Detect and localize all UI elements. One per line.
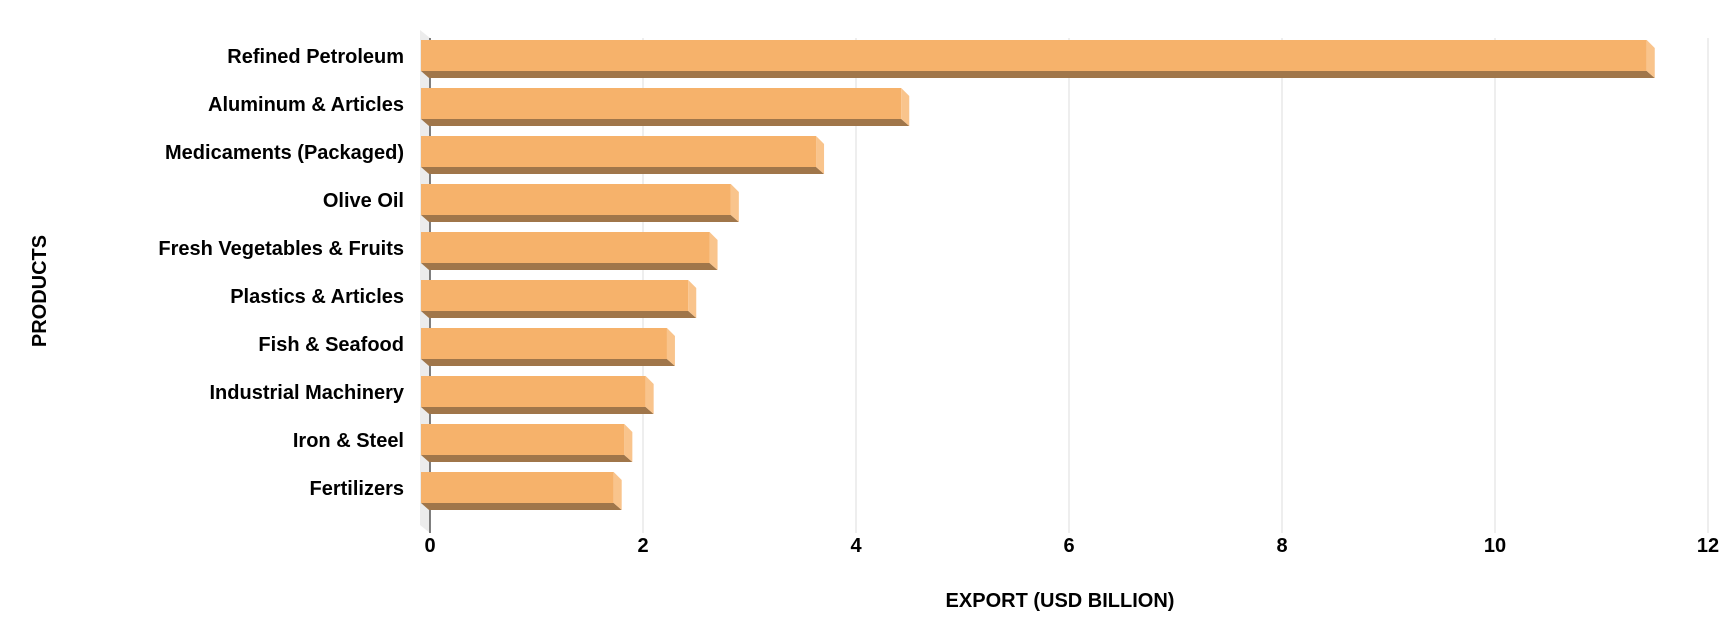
bar-side	[613, 472, 622, 510]
x-tick-label: 12	[1697, 535, 1719, 557]
bar-bottom	[421, 215, 739, 222]
bar	[421, 472, 622, 510]
bar-face	[421, 40, 1647, 71]
category-label: Fresh Vegetables & Fruits	[158, 238, 404, 260]
bar-side	[1646, 40, 1655, 78]
bar-bottom	[421, 119, 910, 126]
bar	[421, 184, 739, 222]
bar-bottom	[421, 455, 633, 462]
x-tick-label: 4	[850, 535, 862, 557]
bar	[421, 328, 675, 366]
bar-side	[624, 424, 633, 462]
bar-bottom	[421, 71, 1655, 78]
x-axis-title: EXPORT (USD BILLION)	[946, 590, 1175, 612]
bar-face	[421, 88, 902, 119]
bar-face	[421, 184, 731, 215]
x-tick-labels: 0 2 4 6 8 10 12	[424, 535, 1719, 557]
bar-face	[421, 424, 625, 455]
bar-bottom	[421, 359, 675, 366]
bar-bottom	[421, 407, 654, 414]
category-label: Industrial Machinery	[210, 382, 405, 404]
bar	[421, 136, 825, 174]
x-tick-label: 10	[1484, 535, 1506, 557]
x-tick-label: 0	[424, 535, 435, 557]
bar-face	[421, 376, 646, 407]
category-label: Fertilizers	[310, 478, 404, 500]
bar-side	[730, 184, 739, 222]
category-label: Plastics & Articles	[230, 286, 404, 308]
bar-side	[816, 136, 825, 174]
category-label: Fish & Seafood	[258, 334, 404, 356]
bar-side	[645, 376, 654, 414]
bar-bottom	[421, 311, 697, 318]
category-label: Olive Oil	[323, 190, 404, 212]
bar	[421, 88, 910, 126]
x-tick-label: 2	[637, 535, 648, 557]
bar	[421, 232, 718, 270]
bar-bottom	[421, 167, 825, 174]
bar-bottom	[421, 503, 622, 510]
bar-bottom	[421, 263, 718, 270]
bar	[421, 424, 633, 462]
bars	[421, 40, 1655, 510]
bar-side	[901, 88, 910, 126]
bar-face	[421, 232, 710, 263]
category-label: Iron & Steel	[293, 430, 404, 452]
x-tick-label: 8	[1276, 535, 1287, 557]
bar-face	[421, 280, 689, 311]
category-label: Medicaments (Packaged)	[165, 142, 404, 164]
bar-face	[421, 472, 614, 503]
y-axis-title: PRODUCTS	[29, 235, 51, 347]
bar-side	[666, 328, 675, 366]
bar	[421, 40, 1655, 78]
bar-side	[688, 280, 697, 318]
bar-face	[421, 328, 667, 359]
category-labels: Refined Petroleum Aluminum & Articles Medi…	[158, 46, 405, 500]
bar	[421, 376, 654, 414]
bar-side	[709, 232, 718, 270]
bar-face	[421, 136, 817, 167]
x-tick-label: 6	[1063, 535, 1074, 557]
category-label: Refined Petroleum	[227, 46, 404, 68]
category-label: Aluminum & Articles	[208, 94, 404, 116]
bar	[421, 280, 697, 318]
